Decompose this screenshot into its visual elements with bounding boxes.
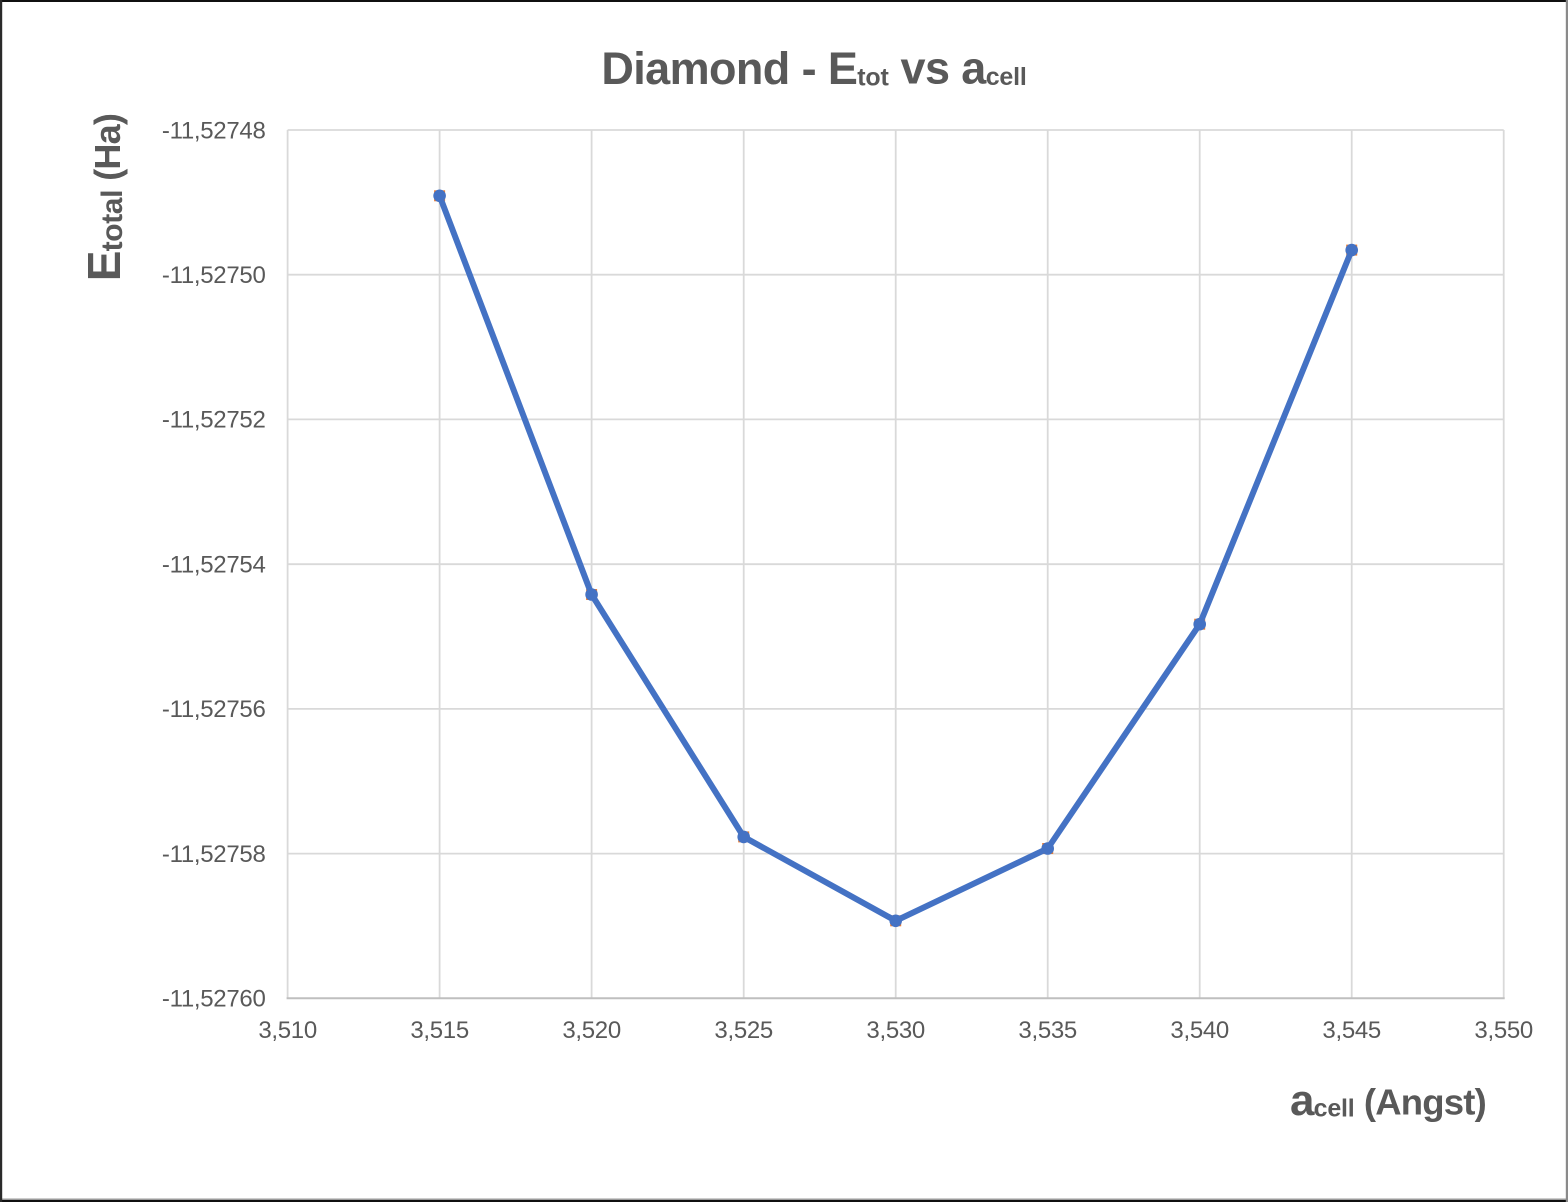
- svg-text:Diamond - Etot vs acell: Diamond - Etot vs acell: [601, 43, 1026, 95]
- svg-text:3,520: 3,520: [562, 1017, 621, 1044]
- svg-text:3,550: 3,550: [1474, 1017, 1533, 1044]
- svg-text:-11,52754: -11,52754: [162, 552, 266, 579]
- svg-text:3,510: 3,510: [258, 1017, 317, 1044]
- svg-text:3,525: 3,525: [714, 1017, 773, 1044]
- svg-text:-11,52750: -11,52750: [162, 262, 266, 289]
- svg-text:Etotal (Ha): Etotal (Ha): [78, 114, 130, 281]
- svg-text:-11,52752: -11,52752: [162, 407, 266, 434]
- svg-text:acell (Angst): acell (Angst): [1290, 1076, 1486, 1125]
- svg-text:3,545: 3,545: [1322, 1017, 1381, 1044]
- svg-text:-11,52760: -11,52760: [162, 986, 266, 1013]
- svg-text:3,530: 3,530: [866, 1017, 925, 1044]
- svg-text:3,535: 3,535: [1018, 1017, 1077, 1044]
- svg-text:3,540: 3,540: [1170, 1017, 1229, 1044]
- svg-text:-11,52748: -11,52748: [162, 117, 266, 144]
- svg-text:3,515: 3,515: [410, 1017, 469, 1044]
- svg-text:-11,52756: -11,52756: [162, 696, 266, 723]
- svg-text:-11,52758: -11,52758: [162, 841, 266, 868]
